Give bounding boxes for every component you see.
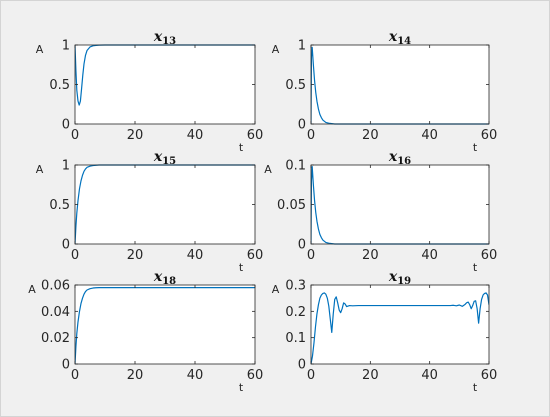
y-tick-label: 0.5 <box>49 198 70 213</box>
x-tick-label: 60 <box>481 248 498 263</box>
x-tick-label: 0 <box>307 368 315 383</box>
x-tick-label: 20 <box>127 368 144 383</box>
y-tick-label: 0.04 <box>41 305 70 320</box>
x-tick-label: 60 <box>247 368 264 383</box>
x-tick-label: 40 <box>187 248 204 263</box>
series-line-1 <box>75 287 255 365</box>
title-subscript: 19 <box>397 276 411 287</box>
axes-background <box>311 165 489 244</box>
y-tick-label: 0.2 <box>285 305 306 320</box>
y-tick-label: 0 <box>298 238 306 253</box>
title-subscript: 16 <box>397 156 411 167</box>
x-tick-label: 40 <box>421 128 438 143</box>
x-tick-label: 40 <box>187 368 204 383</box>
y-tick-label: 0 <box>298 358 306 373</box>
x-tick-label: 20 <box>362 128 379 143</box>
x-tick-label: 40 <box>187 128 204 143</box>
title-variable: x <box>153 29 163 45</box>
axes-background <box>75 165 255 244</box>
subplot-title: x18 <box>153 269 176 287</box>
subplot-title: x14 <box>388 29 411 47</box>
subplot-title: x16 <box>388 149 411 167</box>
y-tick-label: 1 <box>298 39 306 54</box>
x-tick-label: 60 <box>481 368 498 383</box>
x-tick-label: 60 <box>247 128 264 143</box>
subplot-4: 0 20 40 60 0 0.05 0.1 At x16 <box>264 149 497 274</box>
title-variable: x <box>388 149 398 165</box>
subplot-title: x19 <box>388 269 411 287</box>
y-axis-label: A <box>272 283 280 296</box>
subplot-6: 0 20 40 60 0 0.1 0.2 0.3 At x19 <box>272 269 498 394</box>
x-tick-label: 20 <box>362 368 379 383</box>
y-tick-label: 0.5 <box>285 78 306 93</box>
axes-background <box>311 285 489 364</box>
y-axis-label: A <box>264 163 272 176</box>
y-tick-label: 0.05 <box>277 198 306 213</box>
y-tick-label: 0.1 <box>285 331 306 346</box>
title-variable: x <box>153 269 163 285</box>
y-axis-label: A <box>272 43 280 56</box>
series-line-1 <box>311 292 489 365</box>
y-tick-label: 0.3 <box>285 279 306 294</box>
subplot-3: 0 20 40 60 0 0.5 1 At x15 <box>36 149 264 274</box>
x-axis-label: t <box>473 261 478 274</box>
x-axis-label: t <box>473 381 478 394</box>
y-tick-label: 0 <box>62 118 70 133</box>
subplot-1: 0 20 40 60 0 0.5 1 At x13 <box>36 29 264 154</box>
subplot-2: 0 20 40 60 0 0.5 1 At x14 <box>272 29 498 154</box>
x-tick-label: 0 <box>71 248 79 263</box>
y-tick-label: 0.5 <box>49 78 70 93</box>
axes-box <box>74 284 256 365</box>
x-tick-label: 40 <box>421 248 438 263</box>
axes-background <box>75 285 255 364</box>
axes-box <box>310 284 490 365</box>
x-axis-label: t <box>239 261 244 274</box>
title-variable: x <box>388 29 398 45</box>
x-tick-label: 0 <box>307 248 315 263</box>
subplot-5: 0 20 40 60 0 0.02 0.04 0.06 At x18 <box>28 269 263 394</box>
title-subscript: 18 <box>162 276 176 287</box>
y-tick-label: 1 <box>62 159 70 174</box>
title-subscript: 14 <box>397 36 411 47</box>
axes-background <box>75 45 255 124</box>
title-subscript: 13 <box>162 36 176 47</box>
subplot-title: x13 <box>153 29 176 47</box>
title-variable: x <box>388 269 398 285</box>
y-axis-label: A <box>36 163 44 176</box>
title-variable: x <box>153 149 163 165</box>
subplot-title: x15 <box>153 149 176 167</box>
y-tick-label: 0 <box>62 358 70 373</box>
x-tick-label: 20 <box>362 248 379 263</box>
x-tick-label: 20 <box>127 248 144 263</box>
y-axis-label: A <box>36 43 44 56</box>
y-axis-label: A <box>28 283 36 296</box>
x-tick-label: 0 <box>71 128 79 143</box>
y-tick-label: 0 <box>62 238 70 253</box>
x-tick-label: 0 <box>71 368 79 383</box>
y-tick-label: 0.02 <box>41 331 70 346</box>
x-axis-label: t <box>239 141 244 154</box>
x-tick-label: 60 <box>481 128 498 143</box>
y-tick-label: 0.1 <box>285 159 306 174</box>
x-tick-label: 0 <box>307 128 315 143</box>
x-tick-label: 60 <box>247 248 264 263</box>
x-tick-label: 40 <box>421 368 438 383</box>
x-tick-label: 20 <box>127 128 144 143</box>
x-axis-label: t <box>473 141 478 154</box>
axes-background <box>311 45 489 124</box>
y-tick-label: 0 <box>298 118 306 133</box>
title-subscript: 15 <box>162 156 176 167</box>
x-axis-label: t <box>239 381 244 394</box>
y-tick-label: 1 <box>62 39 70 54</box>
y-tick-label: 0.06 <box>41 279 70 294</box>
